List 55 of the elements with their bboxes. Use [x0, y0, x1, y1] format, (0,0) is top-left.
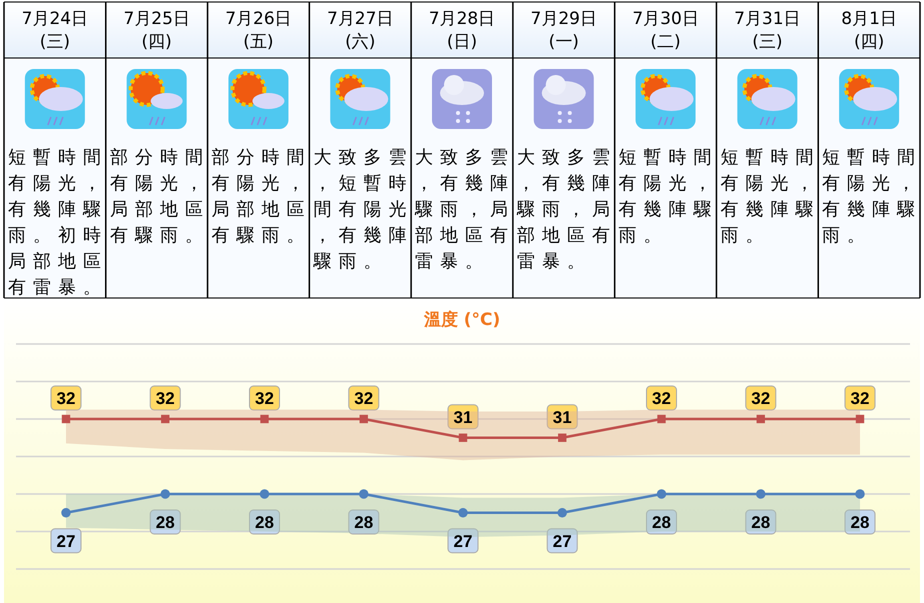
point [458, 508, 468, 518]
x-tick-label: 8月1日 (四) [841, 9, 897, 52]
data-label: 28 [354, 513, 374, 532]
point [160, 489, 170, 499]
data-label: 32 [156, 389, 175, 408]
data-label: 28 [850, 513, 870, 532]
data-label: 32 [652, 389, 671, 408]
point [656, 489, 666, 499]
text: 短暫時間有陽光，有幾陣驟雨。初時局部地區有雷暴。 [8, 147, 108, 298]
point [558, 434, 566, 442]
x-tick-label: 7月24日 (三) [22, 9, 88, 52]
point [161, 414, 170, 424]
data-label: 32 [850, 389, 870, 408]
data-label: 32 [354, 389, 374, 408]
data-label: 27 [552, 532, 572, 551]
x-tick-label: 7月30日 (二) [632, 9, 699, 52]
data-label: 27 [454, 532, 472, 551]
data-label: 32 [751, 389, 770, 408]
text: 短暫時間有陽光，有幾陣驟雨。 [720, 147, 820, 246]
data-label: 31 [552, 408, 572, 427]
text: 部分時間有陽光，局部地區有驟雨。 [110, 147, 210, 246]
point [62, 414, 70, 424]
data-label: 28 [652, 513, 671, 532]
chart-title: 溫度 (°C) [422, 310, 500, 330]
data-label: 28 [156, 513, 175, 532]
point [61, 508, 71, 518]
point [756, 414, 765, 424]
x-tick-label: 7月26日 (五) [225, 9, 292, 52]
x-tick-label: 7月31日 (三) [734, 9, 801, 52]
point [855, 489, 865, 499]
data-label: 31 [454, 408, 472, 427]
data-label: 28 [255, 513, 274, 532]
point [360, 414, 368, 424]
x-tick-label: 7月25日 (四) [123, 9, 190, 52]
x-tick-label: 7月29日 (一) [530, 9, 598, 52]
point [657, 414, 666, 424]
point [260, 489, 270, 499]
text: 短暫時間有陽光，有幾陣驟雨。 [618, 147, 719, 246]
point [558, 508, 567, 518]
text: 部分時間有陽光，局部地區有驟雨。 [212, 147, 312, 246]
point [756, 489, 766, 499]
text: 大致多雲，短暫時間有陽光，有幾陣驟雨。 [312, 147, 414, 272]
text: 短暫時間有陽光，有幾陣驟雨。 [822, 147, 922, 246]
point [458, 434, 468, 442]
text: 大致多雲，有幾陣驟雨，局部地區有雷暴。 [414, 147, 516, 272]
data-label: 28 [751, 513, 770, 532]
point [856, 414, 864, 424]
x-tick-label: 7月27日 (六) [326, 9, 394, 52]
point [359, 489, 368, 499]
point [260, 414, 269, 424]
data-label: 32 [255, 389, 274, 408]
data-label: 27 [56, 532, 76, 551]
data-label: 32 [56, 389, 76, 408]
x-tick-label: 7月28日 (日) [428, 9, 496, 52]
text: 大致多雲，有幾陣驟雨，局部地區有雷暴。 [516, 147, 617, 272]
